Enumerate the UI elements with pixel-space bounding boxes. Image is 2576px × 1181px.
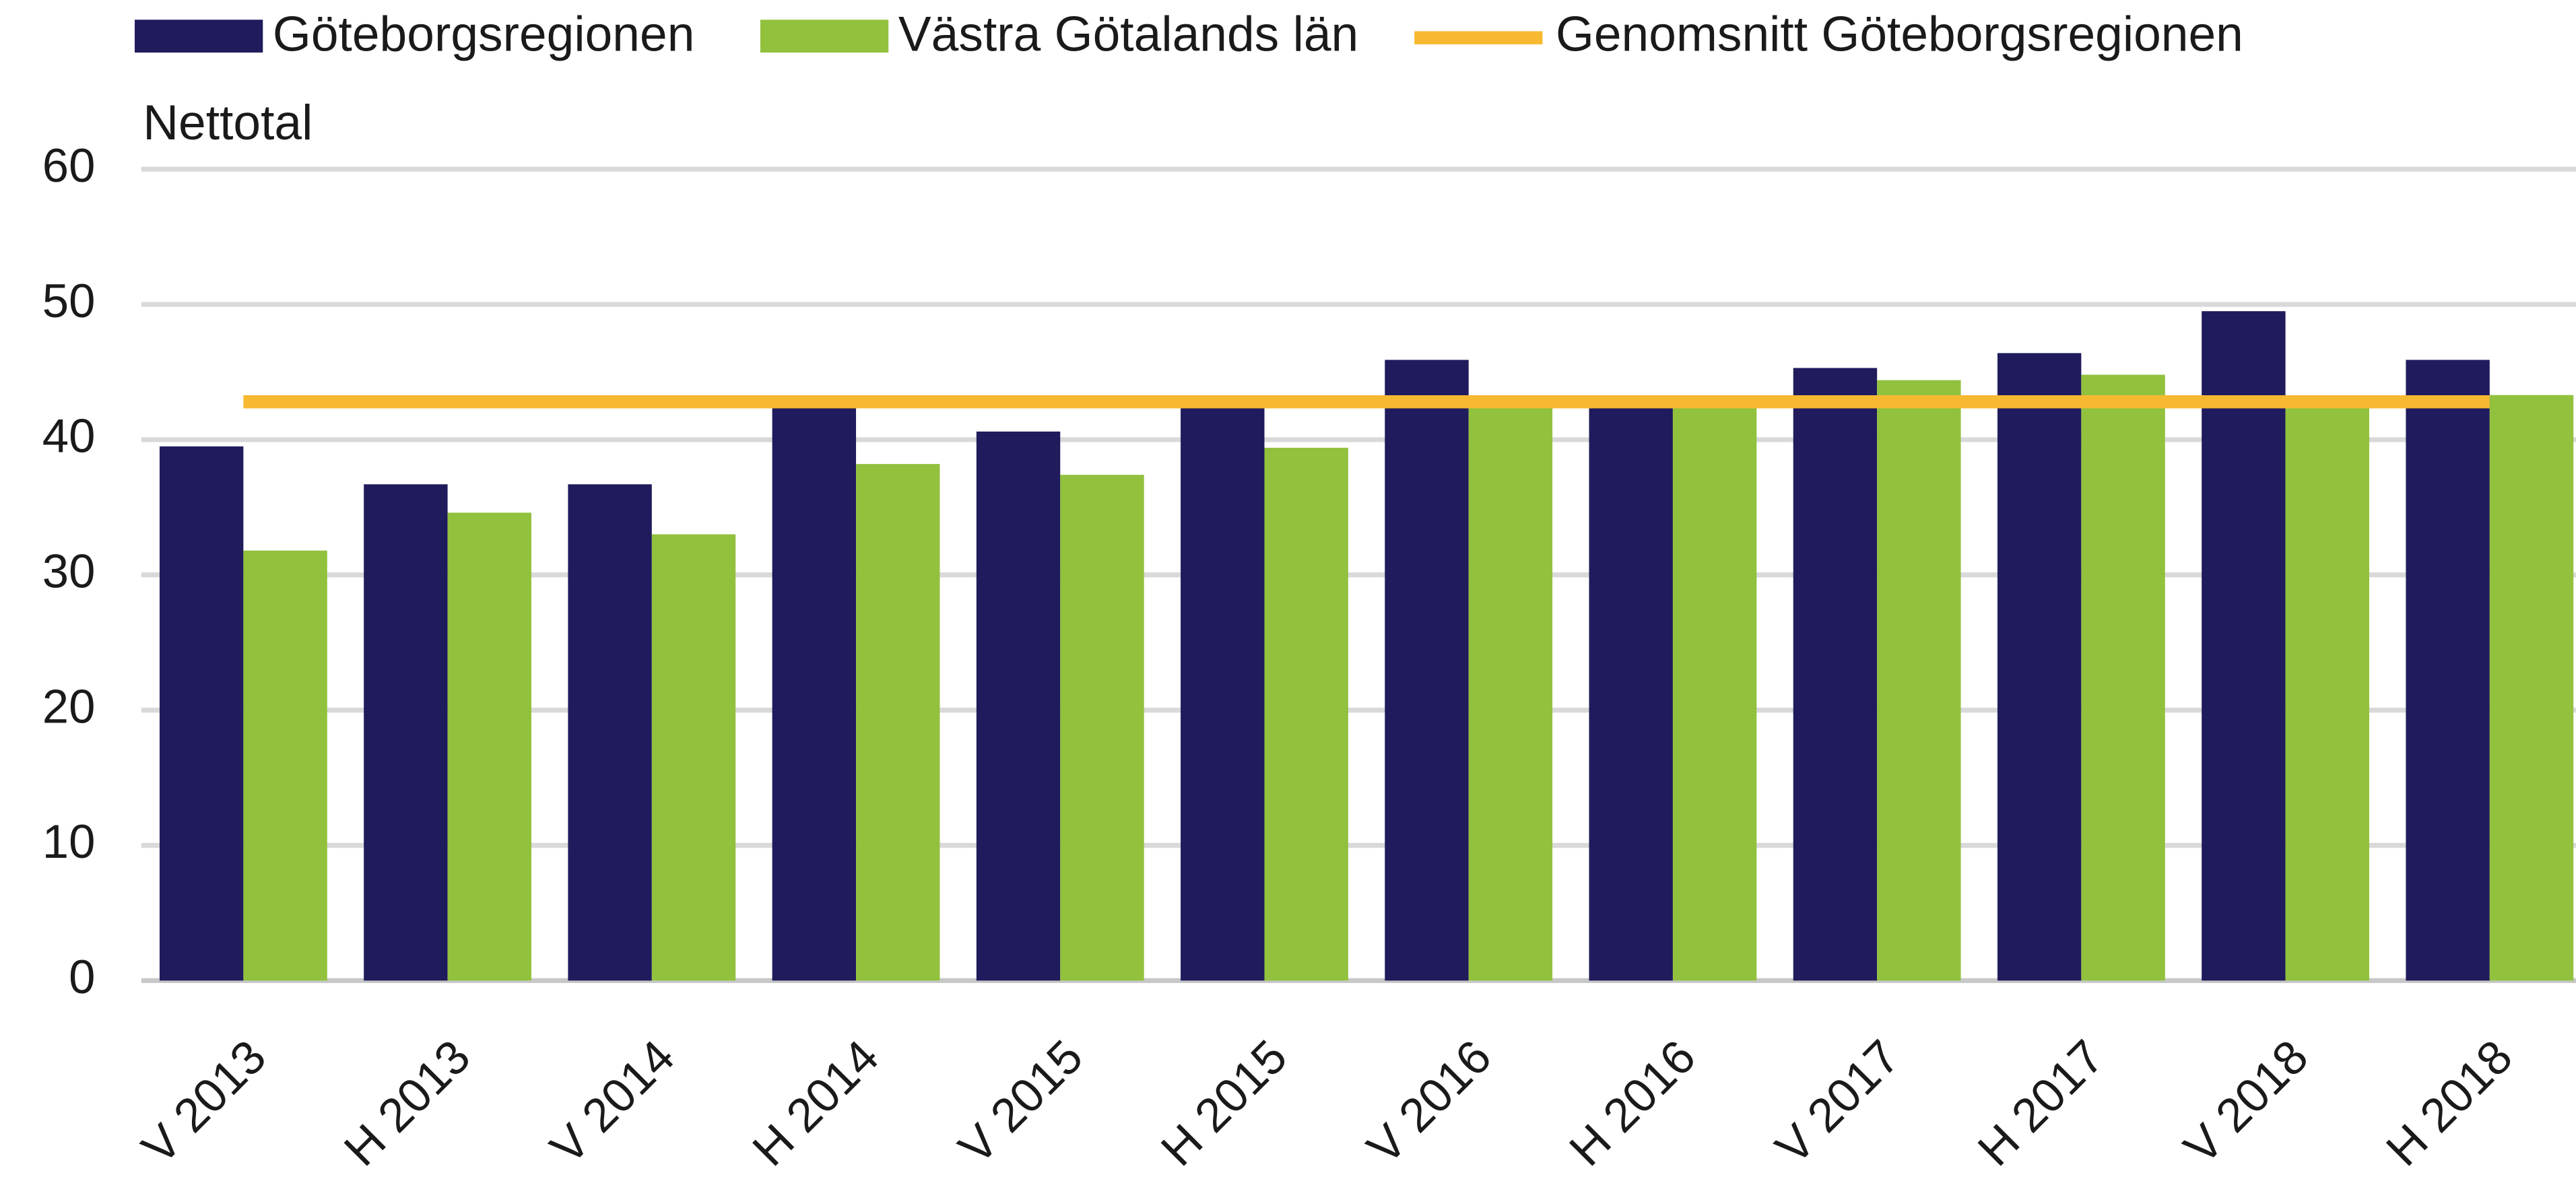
- y-tick-label: 30: [42, 545, 96, 598]
- bar: [1468, 405, 1553, 981]
- bar: [772, 399, 857, 981]
- y-tick-label: 20: [42, 679, 96, 733]
- y-tick-label: 10: [42, 815, 96, 868]
- x-tick-label: H 2015: [1151, 1030, 1297, 1176]
- bar: [1385, 360, 1469, 981]
- y-tick-label: 0: [69, 950, 95, 1003]
- bar: [856, 464, 940, 981]
- x-tick-label: H 2018: [2376, 1030, 2522, 1176]
- x-tick-label: H 2013: [334, 1030, 480, 1176]
- x-tick-label: H 2017: [1967, 1030, 2113, 1176]
- x-tick-label: V 2014: [540, 1030, 684, 1174]
- bar: [1793, 368, 1878, 981]
- bar: [2489, 395, 2574, 981]
- legend-label: Genomsnitt Göteborgsregionen: [1556, 6, 2243, 61]
- bar: [568, 484, 652, 981]
- x-tick-label: H 2016: [1559, 1030, 1705, 1176]
- y-axis-label: Nettotal: [143, 95, 312, 150]
- bar: [2081, 374, 2165, 981]
- bar: [364, 484, 448, 981]
- bar: [447, 512, 532, 981]
- bar: [159, 446, 244, 981]
- y-tick-label: 50: [42, 274, 96, 327]
- bar: [1181, 399, 1265, 981]
- x-tick-label: V 2013: [131, 1030, 275, 1174]
- bar: [2285, 399, 2369, 981]
- bar: [2406, 360, 2490, 981]
- legend-swatch: [760, 20, 889, 53]
- bar: [976, 431, 1061, 981]
- y-tick-label: 40: [42, 409, 96, 463]
- legend-label: Göteborgsregionen: [273, 6, 694, 61]
- legend-label: Västra Götalands län: [898, 6, 1358, 61]
- x-tick-label: H 2014: [742, 1030, 888, 1176]
- bar: [1672, 399, 1757, 981]
- x-tick-label: V 2017: [1765, 1030, 1909, 1174]
- bar: [1589, 399, 1673, 981]
- bar: [1877, 380, 1961, 981]
- bar: [2202, 311, 2286, 981]
- bar: [243, 550, 327, 981]
- x-tick-label: V 2015: [948, 1030, 1092, 1174]
- y-tick-label: 60: [42, 139, 96, 192]
- x-tick-label: V 2018: [2173, 1030, 2317, 1174]
- x-tick-label: V 2016: [1357, 1030, 1501, 1174]
- legend-swatch: [135, 20, 263, 53]
- bar: [1060, 475, 1144, 981]
- bar: [651, 534, 736, 981]
- bar: [1264, 448, 1348, 981]
- bar: [1997, 353, 2082, 981]
